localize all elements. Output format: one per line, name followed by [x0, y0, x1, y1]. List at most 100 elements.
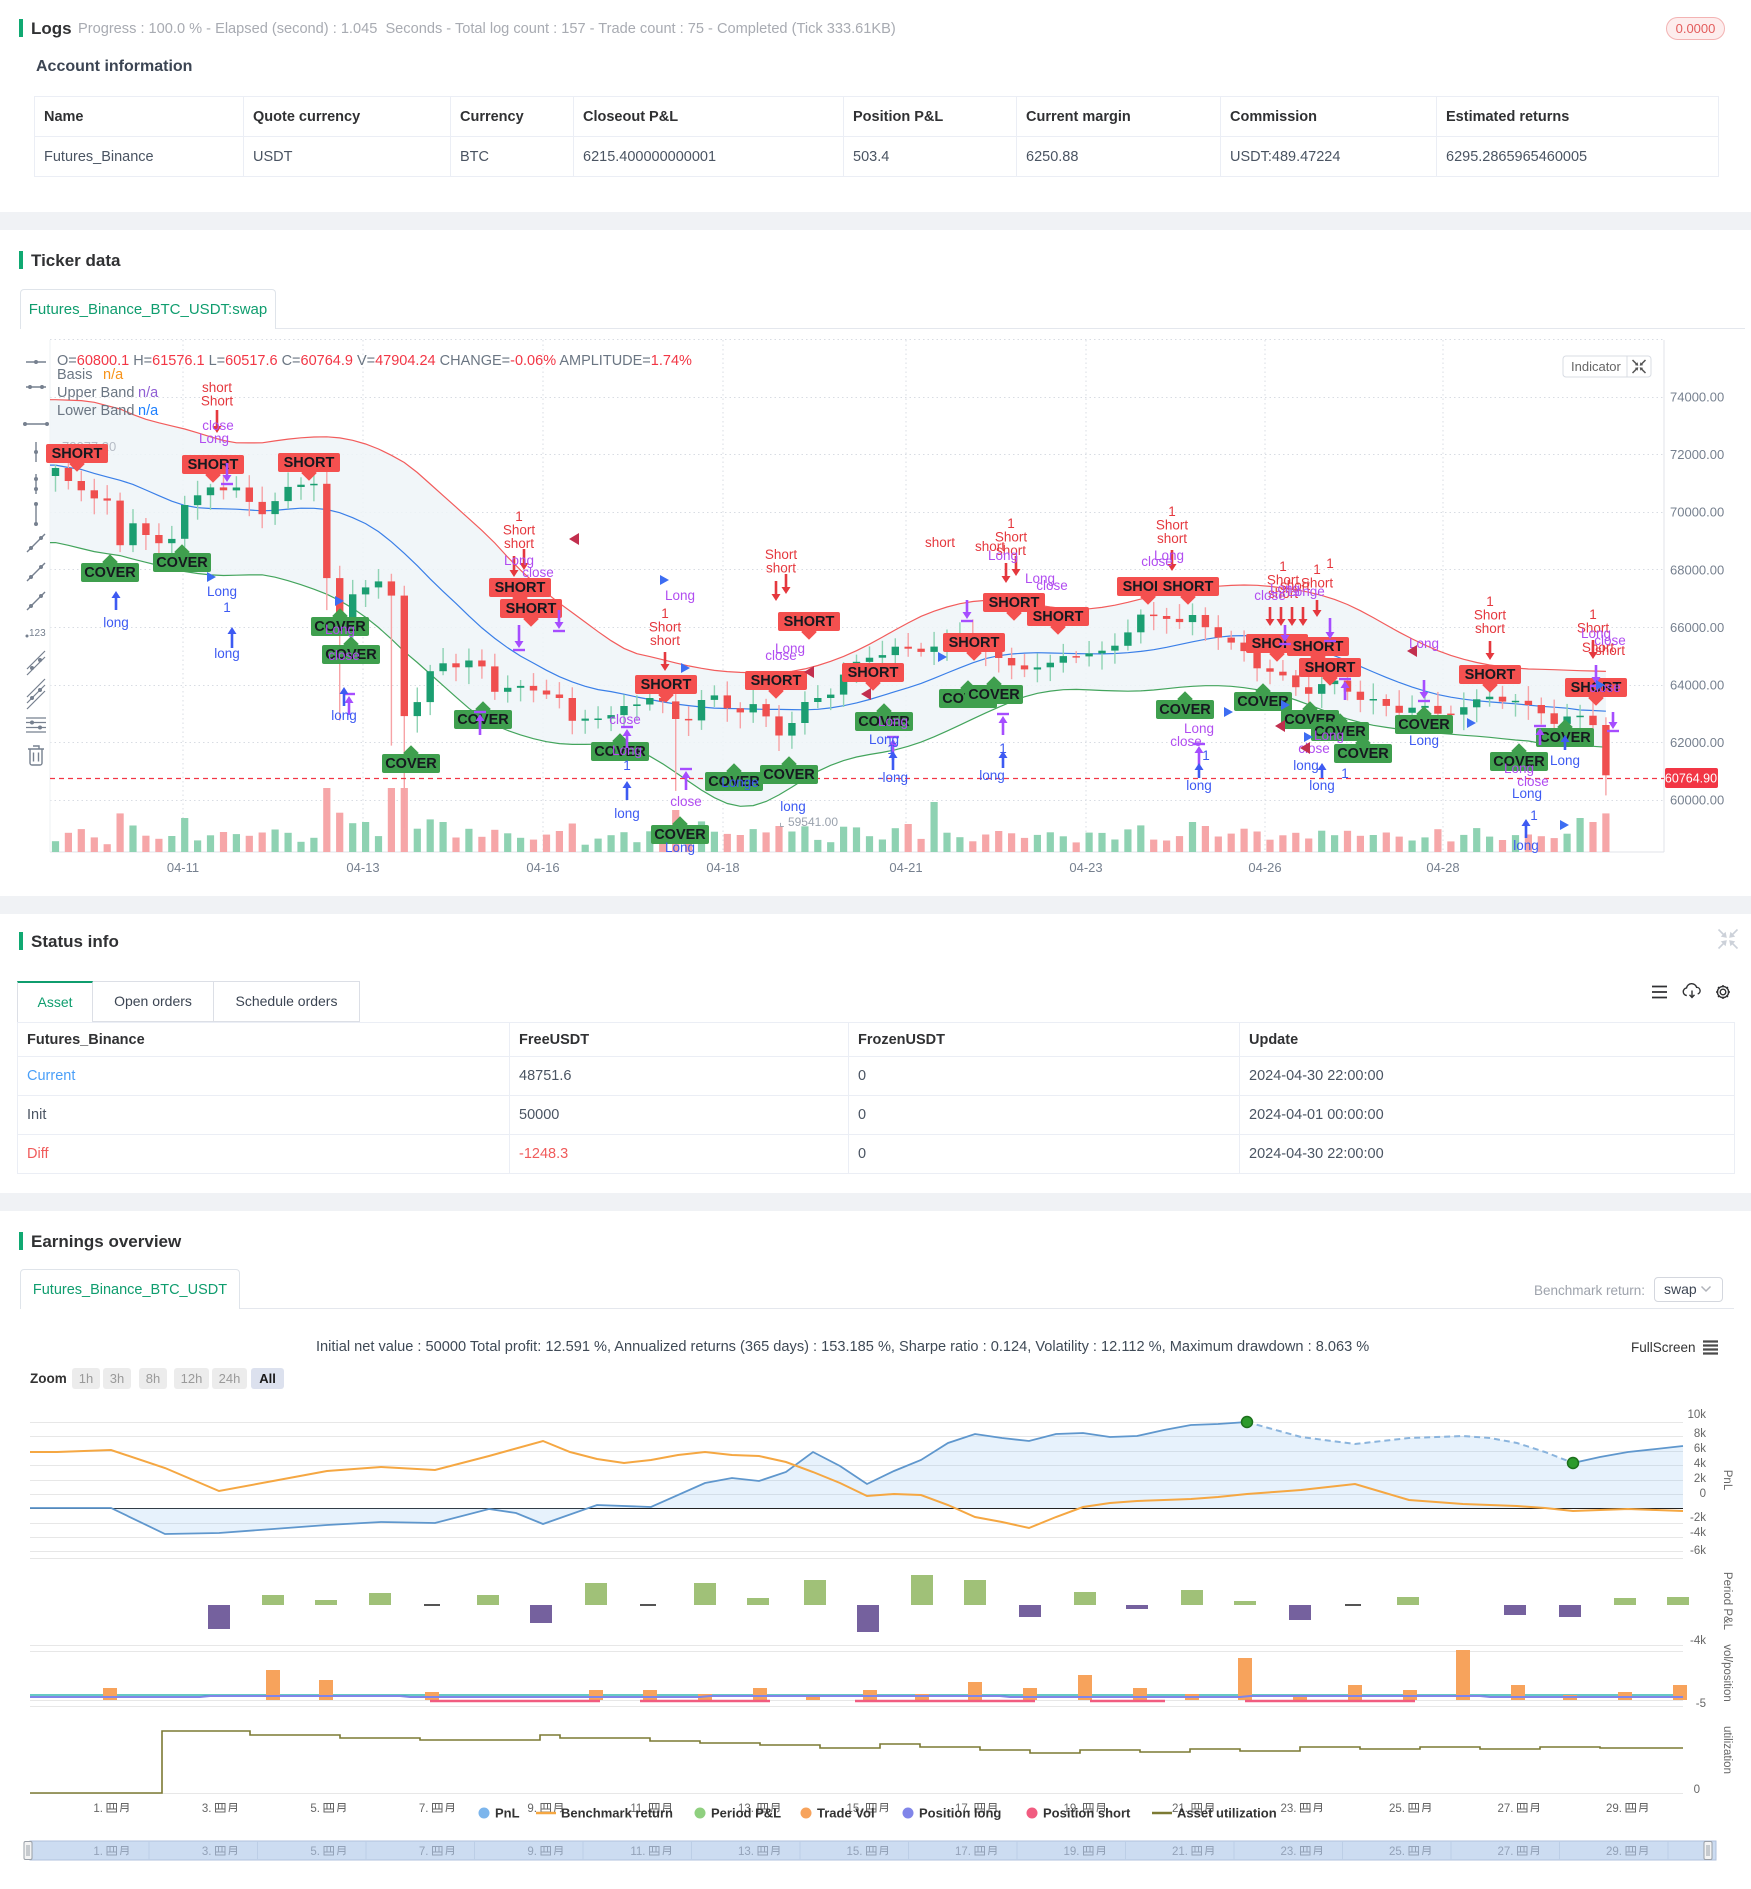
- svg-text:74000.00: 74000.00: [1670, 390, 1724, 405]
- svg-text:1: 1: [999, 741, 1007, 756]
- svg-text:29.: 29.: [1606, 1846, 1622, 1858]
- svg-text:COVER: COVER: [1493, 754, 1545, 770]
- svg-text:1: 1: [1530, 808, 1538, 823]
- svg-text:-4k: -4k: [1690, 1527, 1706, 1539]
- svg-text:close: close: [1589, 680, 1621, 695]
- svg-text:1: 1: [661, 606, 669, 621]
- svg-text:Long: Long: [1409, 733, 1439, 748]
- svg-text:Short: Short: [995, 530, 1028, 545]
- svg-text:19.: 19.: [1064, 1803, 1080, 1815]
- svg-text:3.: 3.: [202, 1846, 212, 1858]
- svg-text:13.: 13.: [738, 1846, 754, 1858]
- svg-text:Long: Long: [665, 840, 695, 855]
- svg-text:Long: Long: [1504, 761, 1534, 776]
- svg-text:Indicator: Indicator: [1571, 359, 1622, 374]
- svg-text:COVER: COVER: [1398, 717, 1450, 733]
- svg-text:COVER: COVER: [84, 565, 136, 581]
- svg-text:1.: 1.: [93, 1846, 103, 1858]
- svg-text:-long: -long: [878, 770, 908, 785]
- svg-text:n/a: n/a: [103, 367, 124, 383]
- svg-text:utilization: utilization: [1721, 1726, 1733, 1774]
- svg-text:SHORT: SHORT: [1293, 639, 1344, 655]
- svg-text:long: long: [1186, 778, 1212, 793]
- svg-text:n/a: n/a: [138, 385, 159, 401]
- svg-text:Period P&L: Period P&L: [1721, 1572, 1733, 1631]
- svg-text:04-23: 04-23: [1069, 860, 1102, 875]
- svg-text:close: close: [522, 565, 554, 580]
- svg-text:close: close: [1517, 774, 1549, 789]
- svg-text:0: 0: [1694, 1784, 1700, 1796]
- svg-text:4k: 4k: [1694, 1458, 1706, 1470]
- svg-text:SHORT: SHORT: [641, 677, 692, 693]
- svg-text:60764.90: 60764.90: [1665, 772, 1717, 786]
- svg-text:⌞ 59541.00: ⌞ 59541.00: [779, 815, 838, 829]
- svg-text:SHORT: SHORT: [848, 665, 899, 681]
- svg-text:1: 1: [1007, 516, 1015, 531]
- svg-text:Position long: Position long: [919, 1806, 1001, 1821]
- svg-text:Lower Band: Lower Band: [57, 403, 134, 419]
- svg-text:SHORT: SHORT: [1163, 579, 1214, 595]
- svg-text:Short: Short: [1156, 518, 1189, 533]
- svg-text:n/a: n/a: [138, 403, 159, 419]
- svg-text:17.: 17.: [955, 1846, 971, 1858]
- svg-text:Long: Long: [869, 732, 899, 747]
- svg-text:Short: Short: [201, 394, 234, 409]
- svg-text:long: long: [979, 768, 1005, 783]
- svg-text:25.: 25.: [1389, 1846, 1405, 1858]
- svg-text:long: long: [780, 799, 806, 814]
- svg-text:Benchmark return: Benchmark return: [561, 1806, 673, 1821]
- svg-text:1: 1: [1589, 607, 1597, 622]
- svg-text:short: short: [1268, 586, 1298, 601]
- svg-text:close: close: [1170, 734, 1202, 749]
- svg-text:COVER: COVER: [654, 827, 706, 843]
- svg-text:close: close: [1036, 578, 1068, 593]
- svg-text:long: long: [1513, 838, 1539, 853]
- svg-text:close: close: [1141, 554, 1173, 569]
- svg-text:short: short: [1595, 643, 1625, 658]
- svg-text:COVER: COVER: [385, 756, 437, 772]
- svg-text:Long: Long: [504, 553, 534, 568]
- svg-text:Basis: Basis: [57, 367, 92, 383]
- svg-text:Long: Long: [325, 622, 355, 637]
- svg-text:SHORT: SHORT: [989, 595, 1040, 611]
- svg-text:1: 1: [1168, 504, 1176, 519]
- svg-text:PnL: PnL: [495, 1806, 520, 1821]
- svg-text:long: long: [614, 806, 640, 821]
- svg-text:COVER: COVER: [156, 555, 208, 571]
- svg-text:9.: 9.: [527, 1803, 537, 1815]
- svg-text:COVER: COVER: [314, 619, 366, 635]
- svg-text:7.: 7.: [419, 1803, 429, 1815]
- svg-text:04-18: 04-18: [706, 860, 739, 875]
- svg-text:short: short: [766, 561, 796, 576]
- svg-text:1: 1: [1326, 556, 1334, 571]
- svg-text:11.: 11.: [630, 1846, 645, 1858]
- svg-text:Short: Short: [765, 547, 798, 562]
- svg-text:27.: 27.: [1498, 1846, 1514, 1858]
- svg-text:23.: 23.: [1281, 1846, 1297, 1858]
- svg-text:21.: 21.: [1172, 1846, 1188, 1858]
- svg-text:1: 1: [1341, 766, 1349, 781]
- svg-text:COVER: COVER: [1159, 702, 1211, 718]
- svg-text:close: close: [609, 712, 641, 727]
- svg-text:62000.00: 62000.00: [1670, 735, 1724, 750]
- svg-text:64000.00: 64000.00: [1670, 678, 1724, 693]
- svg-text:close: close: [670, 794, 702, 809]
- svg-text:04-11: 04-11: [167, 860, 199, 875]
- svg-text:short: short: [1280, 578, 1310, 593]
- svg-text:COVER: COVER: [1337, 746, 1389, 762]
- svg-text:Long: Long: [1581, 626, 1611, 641]
- svg-text:long: long: [214, 646, 240, 661]
- svg-text:10k: 10k: [1687, 1409, 1706, 1421]
- svg-text:Long: Long: [612, 743, 642, 758]
- svg-text:Long: Long: [1550, 753, 1580, 768]
- svg-text:1: 1: [1202, 748, 1210, 763]
- svg-text:Long: Long: [1184, 721, 1214, 736]
- svg-text:Long: Long: [199, 431, 229, 446]
- svg-text:7.: 7.: [419, 1846, 429, 1858]
- svg-text:29.: 29.: [1606, 1803, 1622, 1815]
- svg-text:SHORT: SHORT: [506, 601, 557, 617]
- svg-text:long: long: [331, 708, 357, 723]
- svg-text:close: close: [202, 418, 234, 433]
- svg-text:Long: Long: [988, 548, 1018, 563]
- svg-text:Long: Long: [665, 588, 695, 603]
